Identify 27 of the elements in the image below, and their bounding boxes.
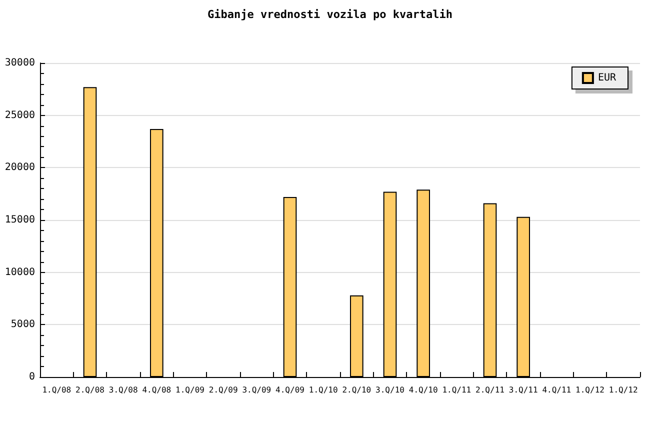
x-tick-label: 2.Q/10 xyxy=(342,386,372,394)
x-tick-label: 4.Q/10 xyxy=(408,386,438,394)
legend-label: EUR xyxy=(598,72,617,84)
x-tick-label: 4.Q/09 xyxy=(276,386,305,394)
y-tick-label: 15000 xyxy=(4,214,35,226)
x-tick-label: 2.Q/09 xyxy=(208,386,238,394)
x-tick-label: 1.Q/09 xyxy=(176,386,205,394)
y-tick-label: 20000 xyxy=(4,162,35,174)
x-tick-label: 3.Q/10 xyxy=(376,386,405,394)
y-tick-label: 5000 xyxy=(10,319,35,330)
x-tick-label: 3.Q/08 xyxy=(108,386,138,394)
x-tick-label: 1.Q/11 xyxy=(442,386,472,394)
y-tick-label: 0 xyxy=(28,372,35,382)
x-tick-label: 4.Q/11 xyxy=(542,386,572,394)
x-tick-label: 4.Q/08 xyxy=(142,386,172,394)
x-tick-label: 3.Q/09 xyxy=(242,386,272,394)
x-tick-label: 1.Q/08 xyxy=(42,386,72,394)
x-tick-label: 2.Q/08 xyxy=(76,386,105,394)
x-tick-label: 1.Q/10 xyxy=(308,386,338,394)
y-tick-label: 10000 xyxy=(4,266,35,278)
y-tick-label: 25000 xyxy=(4,110,35,121)
x-tick-label: 3.Q/11 xyxy=(508,386,538,394)
y-tick-label: 30000 xyxy=(4,58,35,68)
x-tick-label: 1.Q/12 xyxy=(576,386,605,394)
x-tick-label: 2.Q/11 xyxy=(476,386,505,394)
x-tick-label: 1.Q/12 xyxy=(608,386,638,394)
chart-title: Gibanje vrednosti vozila po kvartalih xyxy=(207,8,453,21)
